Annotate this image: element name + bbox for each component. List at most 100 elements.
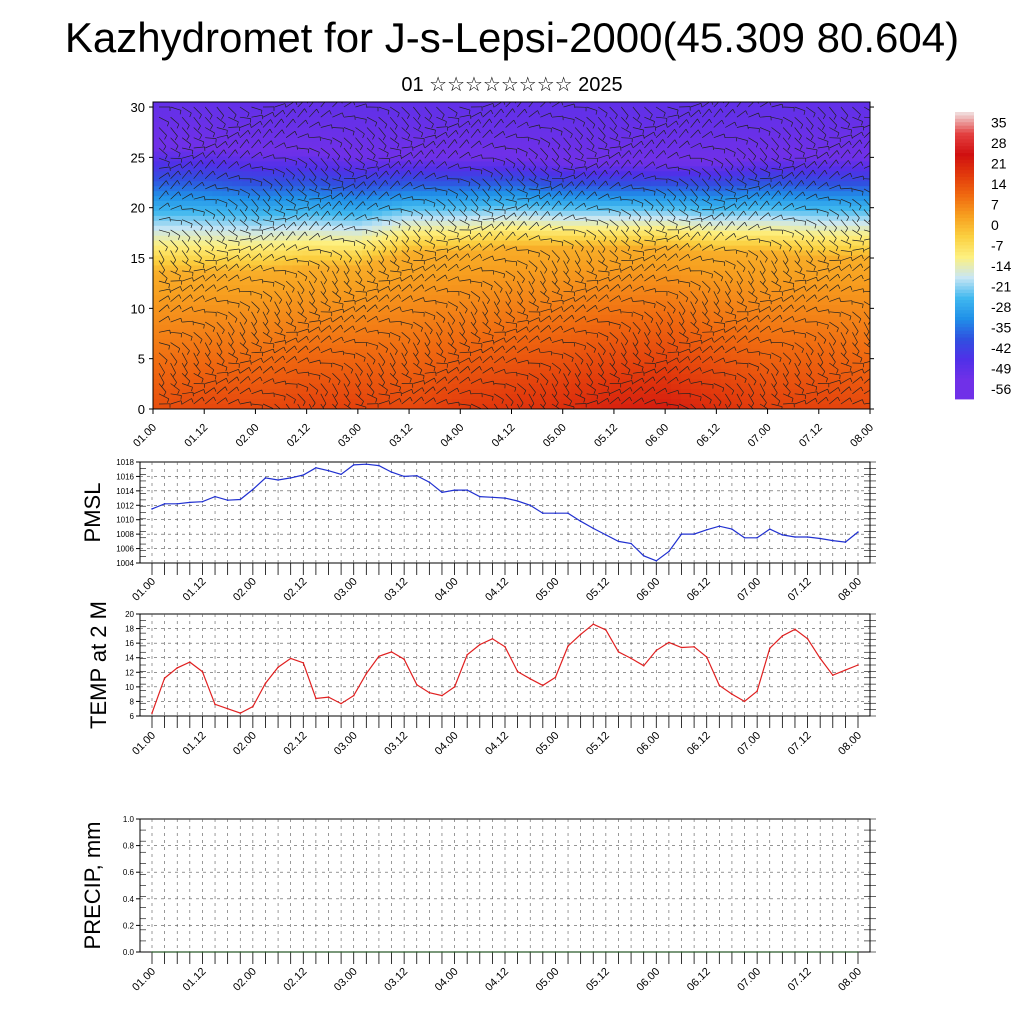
heatmap-cell: [511, 275, 523, 281]
wind-barb-flag: [220, 228, 224, 233]
heatmap-cell: [342, 201, 353, 207]
heatmap-cell: [581, 235, 592, 242]
heatmap-cell: [601, 384, 612, 390]
heatmap-cell: [640, 319, 652, 326]
heatmap-cell: [262, 280, 274, 286]
heatmap-cell: [621, 240, 632, 247]
heatmap-cell: [700, 364, 712, 370]
heatmap-cell: [342, 374, 353, 380]
heatmap-cell: [571, 285, 582, 291]
heatmap-cell: [153, 166, 164, 172]
heatmap-cell: [631, 374, 642, 380]
heatmap-cell: [431, 374, 443, 380]
heatmap-cell: [262, 379, 274, 385]
heatmap-cell: [162, 309, 174, 316]
heatmap-cell: [561, 314, 572, 321]
heatmap-cell: [172, 359, 184, 366]
heatmap-cell: [192, 349, 204, 356]
heatmap-cell: [441, 141, 453, 148]
heatmap-cell: [431, 250, 443, 257]
wind-barb: [204, 396, 214, 405]
heatmap-cell: [262, 314, 274, 321]
heatmap-cell: [640, 166, 652, 172]
heatmap-cell: [840, 369, 851, 375]
wind-barb: [251, 351, 263, 354]
heatmap-cell: [392, 329, 403, 336]
wind-barb: [193, 209, 205, 213]
heatmap-cell: [392, 270, 403, 276]
heatmap-cell: [720, 374, 732, 380]
heatmap-cell: [521, 255, 533, 262]
heatmap-cell: [392, 344, 403, 351]
heatmap-cell: [521, 146, 533, 153]
heatmap-cell: [172, 215, 184, 222]
wind-barb-flag: [174, 361, 178, 366]
heatmap-cell: [690, 359, 702, 366]
heatmap-cell: [441, 210, 453, 217]
heatmap-cell: [790, 374, 801, 380]
heatmap-cell: [760, 334, 772, 341]
wind-barb-flag: [203, 389, 206, 394]
heatmap-cell: [631, 225, 642, 232]
heatmap-cell: [790, 300, 801, 306]
heatmap-cell: [192, 309, 204, 316]
heatmap-cell: [322, 116, 333, 123]
heatmap-cell: [342, 146, 353, 153]
heatmap-cell: [352, 161, 363, 167]
heatmap-cell: [262, 116, 274, 123]
heatmap-cell: [740, 285, 752, 291]
wind-barb: [251, 342, 262, 348]
heatmap-cell: [411, 146, 423, 153]
wind-barb: [239, 360, 251, 364]
heatmap-cell: [820, 314, 831, 321]
wind-barb-flag: [226, 130, 228, 135]
wind-barb: [158, 190, 167, 200]
heatmap-cell: [451, 369, 463, 375]
heatmap-cell: [830, 295, 841, 301]
heatmap-cell: [222, 210, 234, 217]
heatmap-cell: [810, 324, 821, 331]
heatmap-cell: [451, 186, 463, 192]
heatmap-cell: [760, 374, 772, 380]
heatmap-cell: [342, 309, 353, 316]
heatmap-cell: [581, 201, 592, 207]
heatmap-cell: [471, 191, 483, 197]
heatmap-cell: [451, 359, 463, 366]
heatmap-cell: [401, 384, 413, 390]
heatmap-cell: [531, 270, 542, 276]
heatmap-cell: [640, 359, 652, 366]
wind-barb: [193, 295, 203, 302]
heatmap-cell: [571, 394, 582, 400]
heatmap-cell: [830, 230, 841, 237]
wind-barb: [193, 146, 205, 149]
heatmap-cell: [362, 111, 373, 118]
heatmap-cell: [372, 136, 383, 143]
wind-barb-flag: [224, 386, 228, 391]
heatmap-cell: [650, 369, 662, 375]
heatmap-cell: [800, 344, 811, 351]
heatmap-cell: [521, 270, 533, 276]
heatmap-cell: [352, 364, 363, 370]
heatmap-cell: [790, 364, 801, 370]
heatmap-cell: [710, 379, 722, 385]
heatmap-cell: [830, 334, 841, 341]
heatmap-cell: [631, 146, 642, 153]
heatmap-cell: [631, 394, 642, 400]
heatmap-cell: [581, 275, 592, 281]
heatmap-cell: [640, 191, 652, 197]
heatmap-cell: [192, 290, 204, 296]
heatmap-cell: [352, 245, 363, 252]
heatmap-cell: [382, 255, 393, 262]
heatmap-cell: [272, 176, 284, 182]
heatmap-cell: [790, 225, 801, 232]
heatmap-cell: [153, 201, 164, 207]
heatmap-cell: [342, 176, 353, 182]
heatmap-cell: [850, 364, 861, 370]
heatmap-cell: [172, 404, 184, 409]
heatmap-cell: [601, 394, 612, 400]
heatmap-cell: [511, 334, 523, 341]
heatmap-cell: [690, 121, 702, 128]
heatmap-cell: [332, 196, 343, 202]
heatmap-cell: [451, 146, 463, 153]
heatmap-cell: [640, 186, 652, 192]
